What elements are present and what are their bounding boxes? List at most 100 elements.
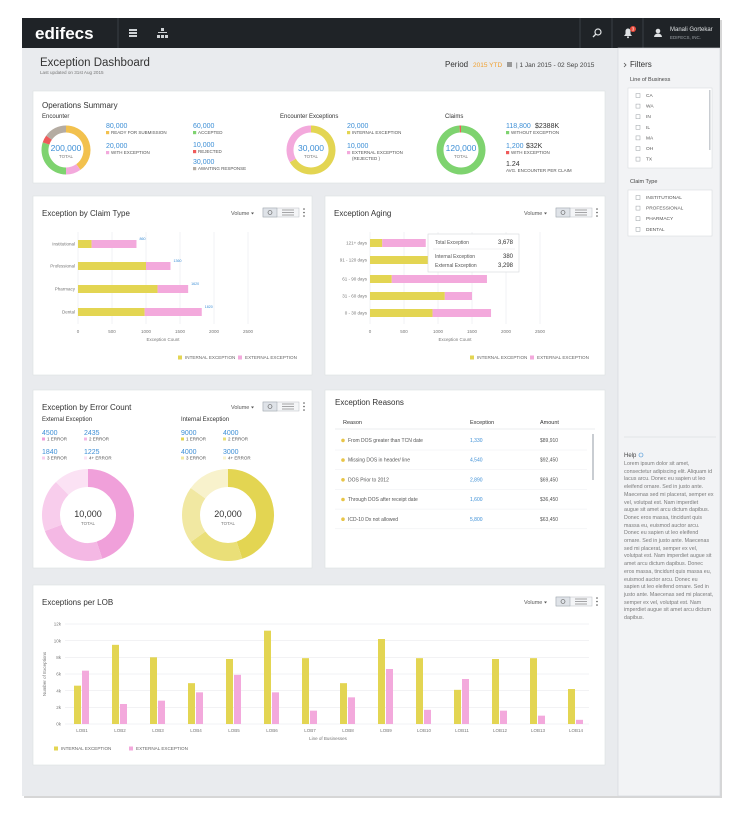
summary-swatch <box>506 131 510 135</box>
bar <box>576 719 583 724</box>
y-tick-label: 31 - 60 days <box>342 294 368 299</box>
panel-title: Exception by Claim Type <box>42 209 130 218</box>
menu-dot[interactable] <box>596 604 598 606</box>
checkbox[interactable] <box>635 227 641 232</box>
bar <box>144 308 202 316</box>
user-icon[interactable] <box>654 28 662 37</box>
filter-group-title: Claim Type <box>630 179 657 185</box>
error-value: 2435 <box>84 430 100 437</box>
amount: $92,450 <box>540 458 558 464</box>
menu-dot[interactable] <box>596 211 598 214</box>
bar <box>146 262 171 270</box>
search-icon[interactable] <box>592 28 602 38</box>
bell-icon[interactable] <box>624 28 632 39</box>
operations-summary-panel: Operations SummaryEncounter200,000TOTAL8… <box>32 90 606 184</box>
reason: Through DOS after receipt date <box>348 497 418 503</box>
checkbox[interactable] <box>635 216 641 221</box>
tooltip-value: 3,678 <box>498 240 514 246</box>
x-tick-label: LOB8 <box>342 728 354 733</box>
checkbox[interactable] <box>635 156 641 162</box>
y-tick-label: 6k <box>56 672 62 677</box>
x-tick-label: LOB1 <box>76 728 88 733</box>
volume-dropdown[interactable]: Volume <box>524 600 542 606</box>
period-value[interactable]: 2015 YTD <box>473 62 502 69</box>
menu-dot[interactable] <box>303 215 305 217</box>
menu-dot[interactable] <box>596 208 598 210</box>
error-count-panel: Exception by Error Count Volume External E… <box>32 389 313 569</box>
bar <box>340 683 347 724</box>
dropdown-arrow[interactable] <box>251 212 254 215</box>
exception-count: 4,540 <box>470 458 483 464</box>
menu-dot[interactable] <box>596 597 598 599</box>
donut-segment <box>227 469 274 559</box>
menu-dot[interactable] <box>303 402 305 404</box>
menu-dot[interactable] <box>303 409 305 411</box>
x-tick-label: LOB10 <box>417 728 432 733</box>
bar <box>158 700 165 724</box>
panel <box>324 195 606 376</box>
bar <box>234 674 241 724</box>
view-toggle-active[interactable] <box>262 401 278 412</box>
view-toggle-active[interactable] <box>555 596 571 607</box>
section-title: Claims <box>445 114 463 120</box>
summary-value: 20,000 <box>347 123 369 130</box>
checkbox[interactable] <box>635 125 641 130</box>
donut-segment <box>46 125 67 140</box>
error-label: 1 ERROR <box>186 437 207 442</box>
volume-dropdown[interactable]: Volume <box>524 211 542 217</box>
scrollbar[interactable] <box>709 90 711 150</box>
summary-label: INTERNAL EXCEPTION <box>352 130 401 135</box>
legend-swatch <box>54 746 58 751</box>
menu-dot[interactable] <box>596 215 598 217</box>
error-value: 1840 <box>42 449 58 456</box>
volume-dropdown[interactable]: Volume <box>231 211 249 217</box>
y-tick-label: Professional <box>50 264 75 269</box>
donut-segment <box>65 125 91 170</box>
checkbox[interactable] <box>635 205 641 211</box>
menu-dot[interactable] <box>303 208 305 210</box>
dropdown-arrow[interactable] <box>544 212 547 215</box>
donut-segment <box>65 164 81 175</box>
filter-option: MA <box>646 135 654 141</box>
dropdown-arrow[interactable] <box>251 406 254 409</box>
legend-label: EXTERNAL EXCEPTION <box>136 746 188 751</box>
checkbox[interactable] <box>635 195 641 200</box>
info-icon[interactable] <box>638 452 644 458</box>
dropdown-arrow[interactable] <box>544 601 547 604</box>
menu-dot[interactable] <box>303 405 305 408</box>
x-tick-label: LOB6 <box>266 728 278 733</box>
view-toggle-active[interactable] <box>555 207 571 218</box>
legend-swatch <box>470 355 474 360</box>
filter-option: TX <box>646 157 653 163</box>
scrollbar[interactable] <box>592 434 594 480</box>
user-name: Manali Gortekar <box>670 27 713 33</box>
checkbox[interactable] <box>635 93 641 98</box>
bar <box>391 275 487 283</box>
bar <box>112 644 119 724</box>
filter-group-title: Line of Business <box>630 77 671 83</box>
menu-dot[interactable] <box>596 600 598 603</box>
volume-dropdown[interactable]: Volume <box>231 405 249 411</box>
bar-label: 1820 <box>205 305 213 309</box>
summary-value: 80,000 <box>106 123 128 130</box>
checkbox[interactable] <box>635 114 641 119</box>
chart-icon <box>267 404 273 409</box>
view-toggle-active[interactable] <box>262 207 278 218</box>
donut-total-label: TOTAL <box>221 521 236 526</box>
checkbox[interactable] <box>635 103 641 109</box>
calendar-icon[interactable] <box>507 62 512 67</box>
tooltip <box>427 233 520 273</box>
checkbox[interactable] <box>635 146 641 151</box>
help-title: Help <box>624 453 637 459</box>
bar <box>454 689 461 724</box>
checkbox[interactable] <box>635 135 641 141</box>
menu-dot[interactable] <box>303 211 305 214</box>
bar <box>157 285 189 293</box>
y-tick-label: 121+ days <box>346 241 368 246</box>
error-label: 1 ERROR <box>47 437 68 442</box>
nav-icon-dashboard[interactable] <box>129 29 137 37</box>
summary-label: WITH EXCEPTION <box>511 150 550 155</box>
nav-icon-hierarchy[interactable] <box>157 28 168 38</box>
logo[interactable]: edifecs <box>35 24 94 43</box>
y-tick-label: 2k <box>56 705 62 710</box>
